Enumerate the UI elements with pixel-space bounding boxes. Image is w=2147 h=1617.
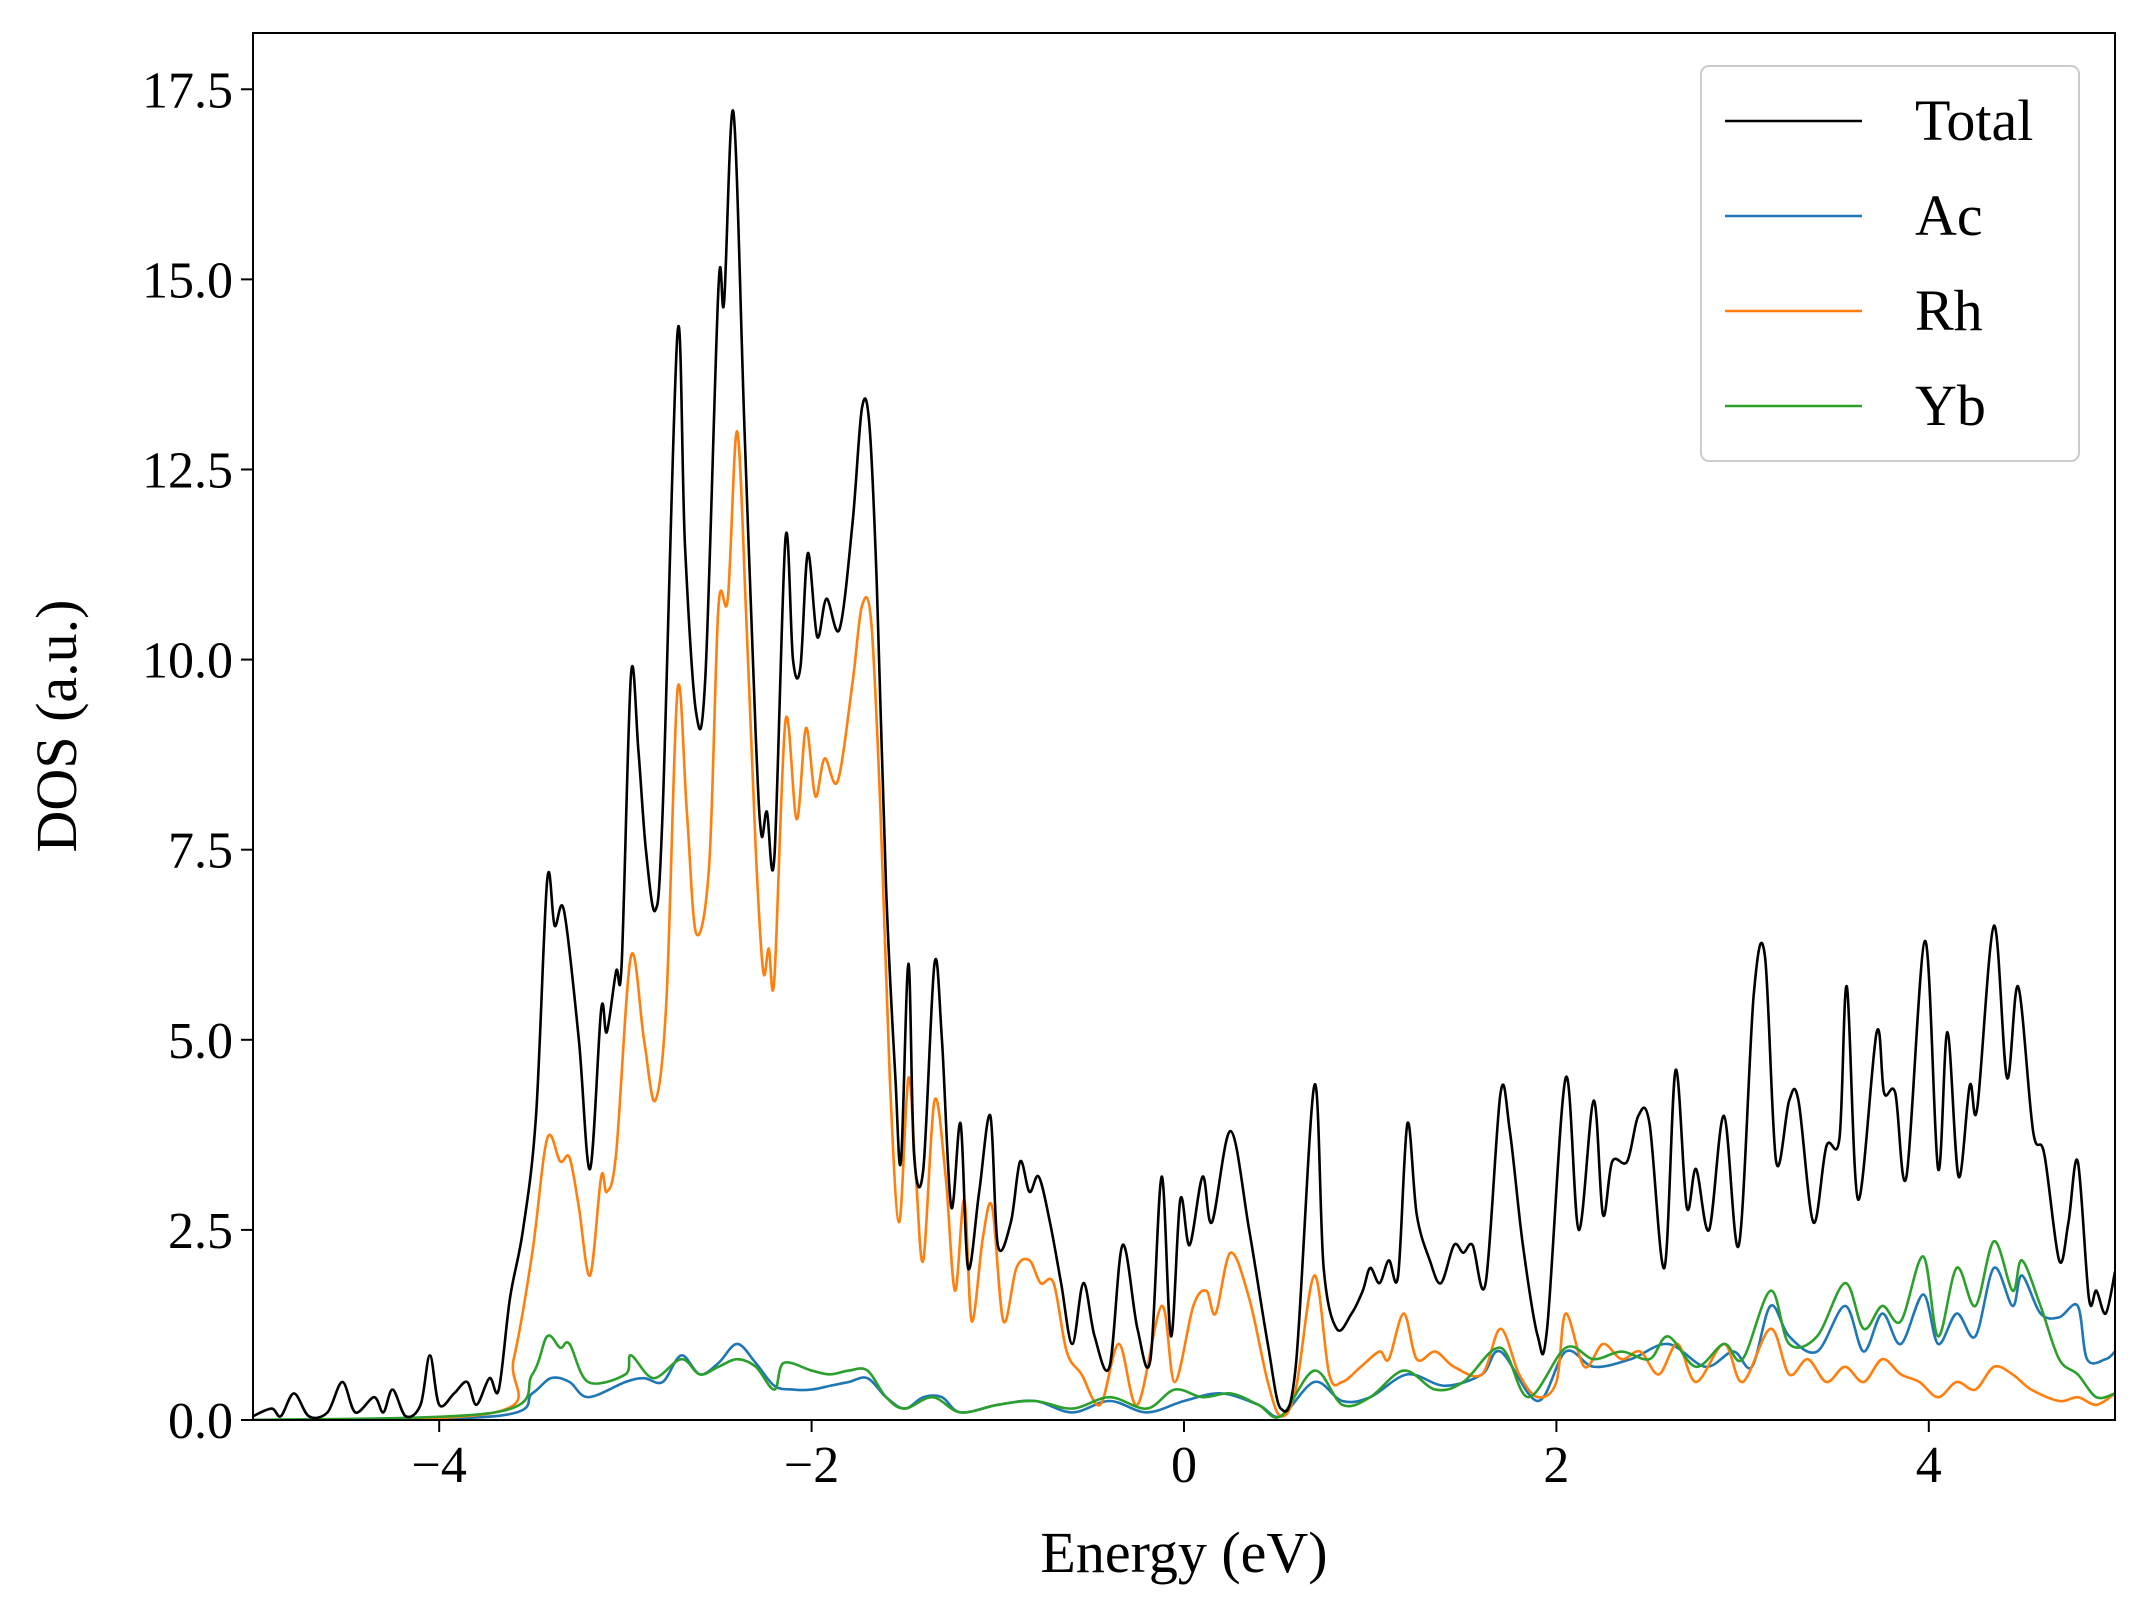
series-line-rh [253,430,2115,1420]
y-tick-label: 0.0 [168,1393,233,1450]
x-tick-label: 0 [1171,1437,1197,1494]
x-tick-label: 2 [1543,1437,1569,1494]
x-tick-label: 4 [1916,1437,1942,1494]
y-axis-label: DOS (a.u.) [24,600,89,853]
x-tick-label: −2 [784,1437,839,1494]
series-line-total [253,109,2115,1420]
y-tick-label: 7.5 [168,823,233,880]
series-line-yb [253,1239,2115,1420]
legend: Total Ac Rh Yb [1700,65,2080,462]
y-tick-label: 2.5 [168,1203,233,1260]
y-tick-label: 10.0 [142,633,233,690]
legend-label-ac: Ac [1915,183,1983,248]
x-axis-label: Energy (eV) [1040,1520,1327,1585]
y-tick-label: 5.0 [168,1013,233,1070]
y-tick-label: 15.0 [142,252,233,309]
y-axis: 0.0 2.5 5.0 7.5 10.0 12.5 15.0 17.5 [142,62,253,1450]
series-line-ac [253,1266,2115,1420]
x-tick-label: −4 [412,1437,467,1494]
x-axis: −4 −2 0 2 4 [412,1420,1942,1494]
series-layer [253,109,2115,1420]
legend-label-total: Total [1915,88,2033,153]
legend-box [1700,65,2080,462]
legend-label-rh: Rh [1915,278,1983,343]
legend-label-yb: Yb [1915,373,1986,438]
y-tick-label: 17.5 [142,62,233,119]
y-tick-label: 12.5 [142,442,233,499]
